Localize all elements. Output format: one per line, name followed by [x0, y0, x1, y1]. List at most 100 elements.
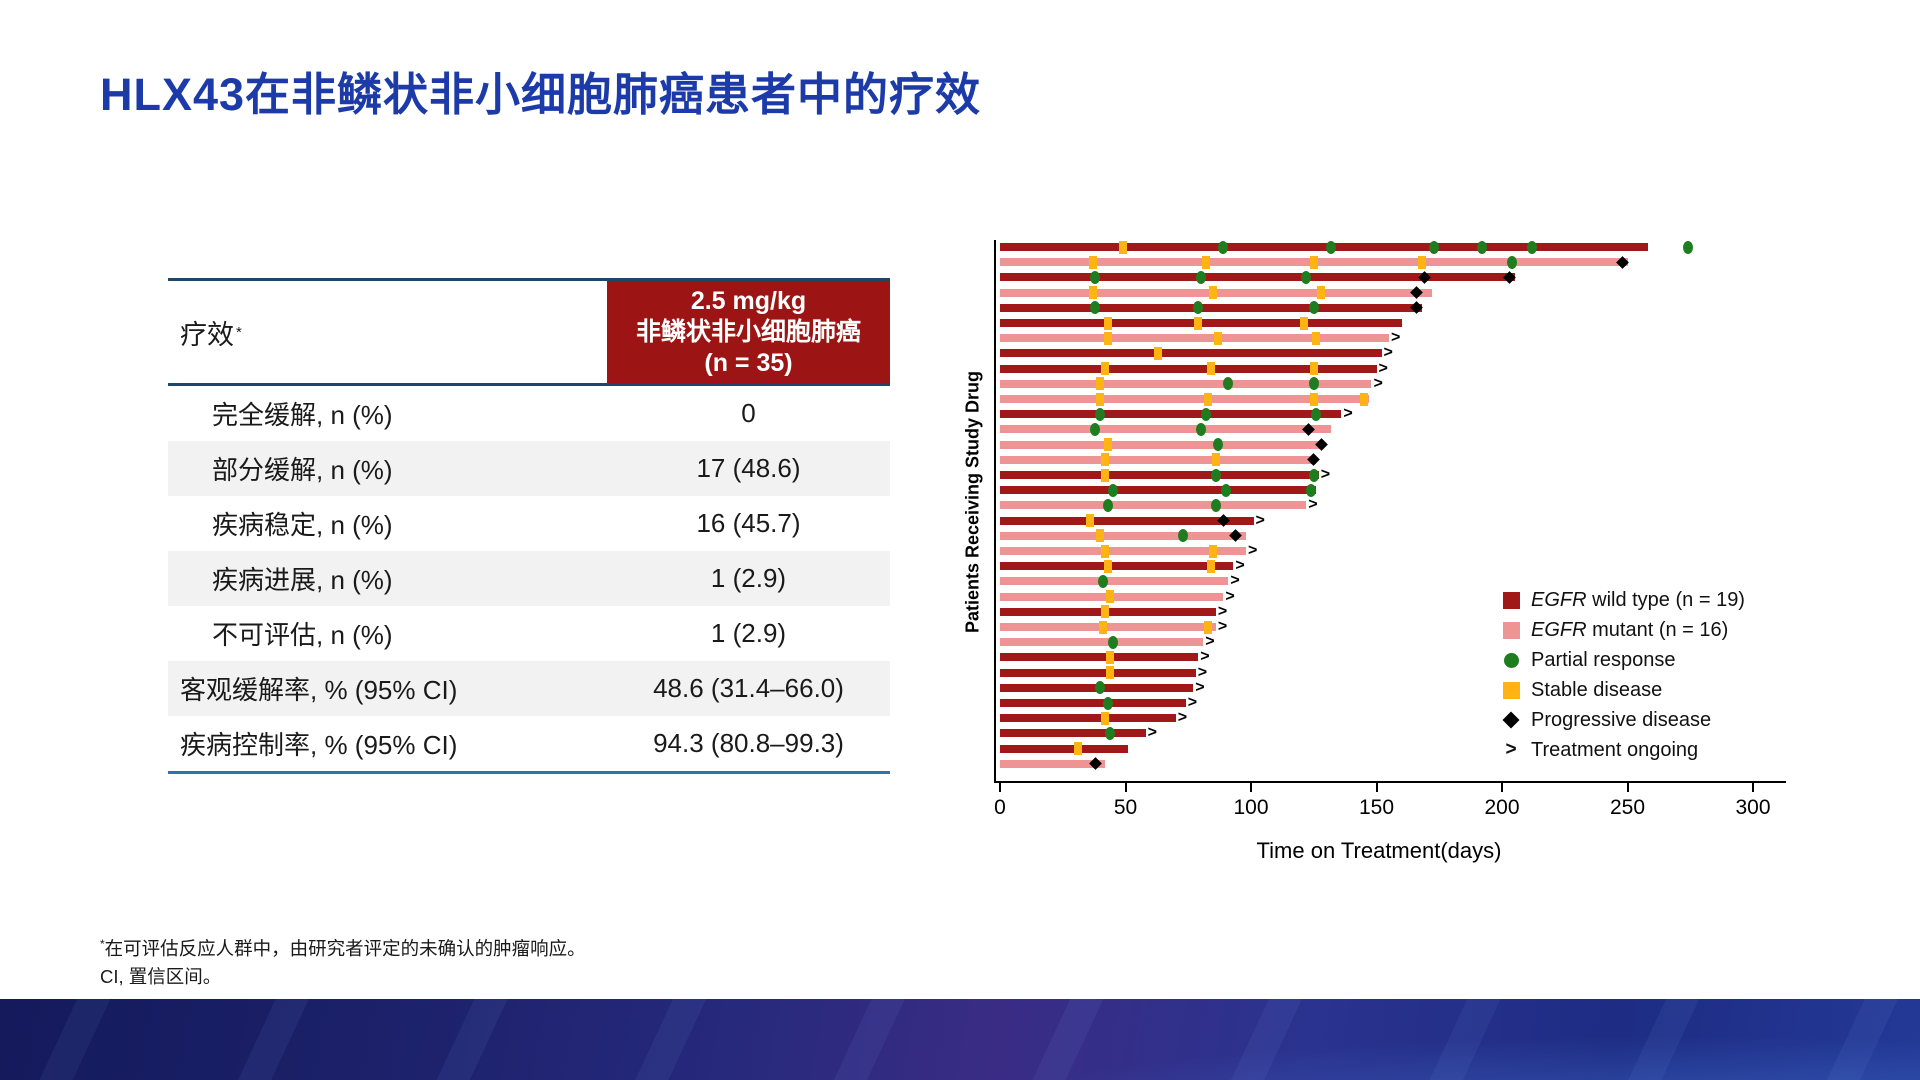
- footnote-asterisk: *: [100, 937, 105, 951]
- stable-disease-marker: [1101, 468, 1110, 482]
- row-value: 0: [741, 398, 756, 428]
- stable-disease-marker: [1209, 544, 1218, 558]
- stable-disease-marker: [1096, 392, 1105, 406]
- chart-legend: EGFR wild type (n = 19) EGFR mutant (n = …: [1499, 585, 1745, 765]
- row-value: 1 (2.9): [710, 618, 787, 648]
- stable-disease-marker: [1101, 605, 1110, 619]
- stable-disease-marker: [1194, 316, 1203, 330]
- row-value: 1 (2.9): [710, 563, 787, 593]
- x-axis-tick: [999, 783, 1001, 792]
- swimmer-bar-mutant: [1000, 455, 1317, 464]
- stable-disease-marker: [1309, 362, 1318, 376]
- row-value: 17 (48.6): [696, 453, 801, 483]
- page-title: HLX43在非鳞状非小细胞肺癌患者中的疗效: [100, 69, 982, 120]
- partial-response-marker: [1195, 422, 1206, 436]
- row-label: 疾病控制率, % (95% CI): [180, 730, 458, 760]
- treatment-ongoing-arrow: >: [1195, 678, 1205, 696]
- partial-response-marker: [1527, 240, 1538, 254]
- stable-disease-marker: [1101, 544, 1110, 558]
- legend-square-icon: [1499, 681, 1523, 699]
- partial-response-marker: [1102, 696, 1113, 710]
- legend-item: Progressive disease: [1499, 705, 1745, 735]
- legend-label: Stable disease: [1531, 678, 1663, 701]
- stable-disease-marker: [1204, 620, 1213, 634]
- partial-response-marker: [1311, 407, 1322, 421]
- dose-line: 2.5 mg/kg: [690, 286, 807, 315]
- treatment-ongoing-arrow: >: [1320, 466, 1331, 483]
- stable-disease-marker: [1101, 453, 1110, 467]
- table-row: 不可评估, n (%) 1 (2.9): [168, 606, 890, 661]
- stable-disease-marker: [1309, 255, 1318, 269]
- stable-disease-marker: [1096, 377, 1105, 391]
- partial-response-marker: [1301, 270, 1312, 284]
- swimmer-bar-mutant: [1000, 395, 1369, 403]
- swimmer-bar-wild: [1000, 744, 1128, 753]
- swimmer-bar-mutant: [1000, 638, 1204, 647]
- swimmer-bar-wild: [1000, 668, 1196, 677]
- stable-disease-marker: [1118, 240, 1127, 254]
- legend-label: Progressive disease: [1531, 708, 1712, 731]
- x-axis-tick-label: 0: [994, 796, 1006, 819]
- treatment-ongoing-arrow: >: [1235, 557, 1245, 575]
- table-body: 完全缓解, n (%) 0 部分缓解, n (%) 17 (48.6) 疾病稳定, n …: [168, 386, 890, 774]
- x-axis-tick-label: 200: [1484, 796, 1520, 819]
- stable-disease-marker: [1206, 362, 1215, 376]
- x-axis-tick: [1501, 783, 1503, 792]
- swimmer-bar-mutant: [1000, 531, 1246, 540]
- swimmer-bar-wild: [1000, 486, 1317, 495]
- swimmer-bar-wild: [1000, 653, 1199, 662]
- row-label: 部分缓解, n (%): [212, 455, 393, 485]
- partial-response-marker: [1220, 483, 1231, 497]
- partial-response-marker: [1507, 255, 1518, 269]
- treatment-ongoing-arrow: >: [1391, 329, 1401, 347]
- legend-ongoing-icon: >: [1505, 739, 1517, 760]
- swimmer-bar-wild: [1000, 349, 1382, 358]
- n-line: (n = 35): [704, 348, 793, 377]
- treatment-ongoing-arrow: >: [1177, 709, 1188, 727]
- stable-disease-marker: [1088, 255, 1097, 269]
- legend-square-icon: [1499, 621, 1523, 639]
- swimmer-bar-wild: [1000, 303, 1422, 312]
- stable-disease-marker: [1309, 392, 1318, 406]
- row-value: 48.6 (31.4–66.0): [653, 673, 844, 703]
- partial-response-marker: [1306, 483, 1317, 497]
- partial-response-marker: [1095, 681, 1106, 695]
- stable-disease-marker: [1106, 666, 1115, 680]
- treatment-ongoing-arrow: >: [1217, 618, 1228, 635]
- swimmer-bar-wild: [1000, 243, 1648, 251]
- legend-item: > Treatment ongoing: [1499, 735, 1745, 765]
- x-axis-tick: [1626, 783, 1629, 792]
- footnote-1: *在可评估反应人群中，由研究者评定的未确认的肿瘤响应。: [100, 937, 586, 960]
- partial-response-marker: [1223, 377, 1234, 391]
- treatment-ongoing-arrow: >: [1225, 587, 1235, 605]
- swimmer-bar-mutant: [1000, 334, 1390, 343]
- treatment-ongoing-arrow: >: [1383, 344, 1393, 362]
- stable-disease-marker: [1211, 453, 1220, 467]
- row-label: 疾病稳定, n (%): [212, 510, 393, 540]
- y-axis-line: [994, 240, 996, 783]
- treatment-ongoing-arrow: >: [1373, 374, 1383, 392]
- table-row: 疾病控制率, % (95% CI) 94.3 (80.8–99.3): [168, 716, 890, 771]
- x-axis-tick: [1124, 783, 1127, 792]
- x-axis-tick: [1375, 783, 1378, 792]
- partial-response-marker: [1107, 635, 1118, 649]
- treatment-ongoing-arrow: >: [1217, 602, 1228, 620]
- table-row: 疾病稳定, n (%) 16 (45.7): [168, 496, 890, 551]
- x-axis-tick-label: 250: [1609, 796, 1646, 819]
- footnote-2: CI, 置信区间。: [100, 966, 222, 988]
- legend-item: Stable disease: [1499, 675, 1745, 705]
- stable-disease-marker: [1103, 331, 1112, 345]
- partial-response-marker: [1308, 377, 1319, 391]
- partial-response-marker: [1090, 301, 1101, 315]
- partial-response-marker: [1090, 422, 1101, 436]
- partial-response-marker: [1107, 483, 1118, 497]
- x-axis-tick-label: 100: [1233, 796, 1269, 819]
- partial-response-marker: [1210, 468, 1221, 482]
- stable-disease-marker: [1106, 650, 1115, 664]
- partial-response-marker: [1178, 529, 1189, 543]
- stable-disease-marker: [1317, 286, 1326, 300]
- efficacy-table: 疗效 * 2.5 mg/kg 非鳞状非小细胞肺癌 (n = 35) 完全缓解, n…: [168, 278, 890, 774]
- treatment-ongoing-arrow: >: [1200, 648, 1210, 666]
- row-label: 完全缓解, n (%): [212, 400, 393, 430]
